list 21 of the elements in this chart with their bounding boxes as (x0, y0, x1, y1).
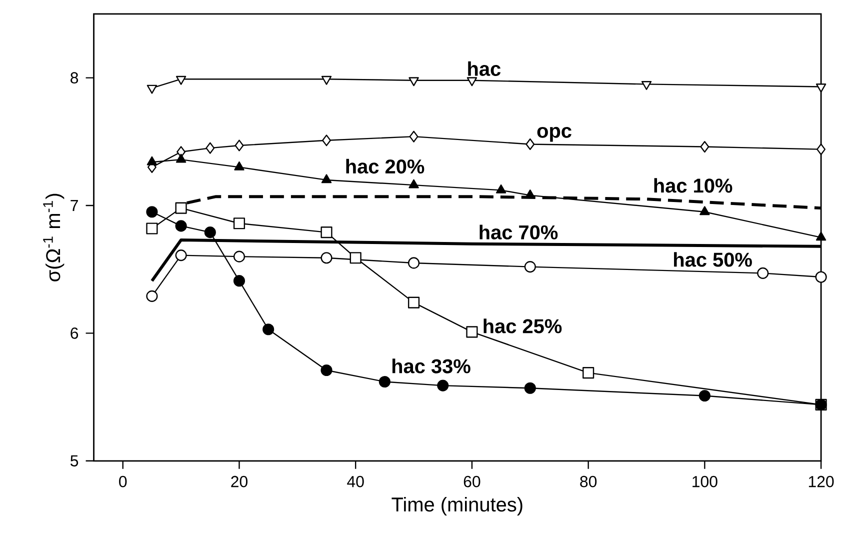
y-tick-label: 7 (70, 200, 78, 212)
y-axis-title: σ(Ω$^{-1}$ m$^{-1}$) (43, 194, 64, 282)
x-tick-label: 120 (808, 476, 834, 488)
y-tick-label: 5 (70, 455, 78, 467)
x-tick-label: 80 (580, 476, 597, 488)
series-label: hac 20% (346, 159, 424, 174)
series-label: hac 10% (654, 178, 732, 193)
x-tick-label: 40 (347, 476, 364, 488)
x-tick-label: 0 (119, 476, 127, 488)
x-axis-title: Time (minutes) (392, 497, 522, 516)
series-label: hac 70% (480, 224, 558, 240)
y-tick-label: 8 (70, 72, 78, 84)
series-label: opc (537, 127, 572, 142)
series-label: hac 50% (674, 252, 752, 267)
x-tick-label: 20 (231, 476, 248, 488)
series-label: hac (468, 61, 501, 76)
x-tick-label: 60 (464, 476, 480, 488)
y-tick-label: 6 (70, 328, 78, 339)
series-label: hac 33% (392, 358, 470, 374)
x-tick-label: 100 (692, 476, 718, 488)
series-label: hac 25% (484, 318, 562, 334)
